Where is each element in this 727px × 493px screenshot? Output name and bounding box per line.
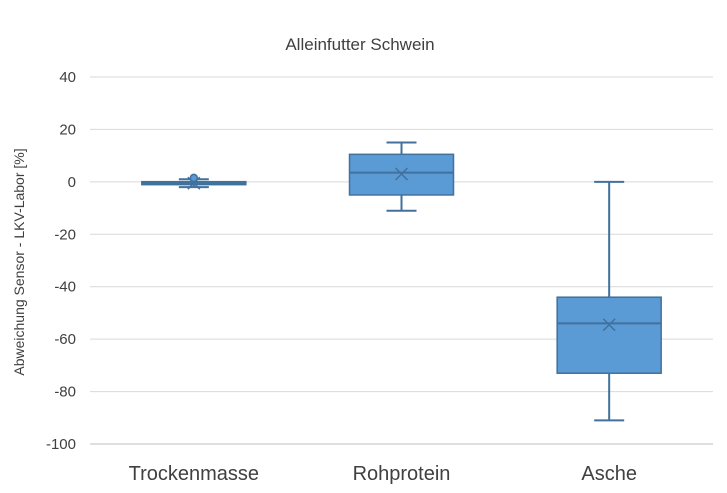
x-tick-label: Asche bbox=[581, 463, 637, 485]
y-tick-label: -60 bbox=[54, 331, 76, 348]
y-tick-label: -40 bbox=[54, 279, 76, 296]
x-tick-label: Rohprotein bbox=[353, 463, 451, 485]
chart-title: Alleinfutter Schwein bbox=[285, 35, 434, 54]
outlier-point bbox=[189, 173, 199, 183]
gridlines bbox=[90, 76, 713, 445]
boxes bbox=[141, 141, 662, 422]
box-asche bbox=[556, 180, 662, 422]
x-tick-labels: Trockenmasse Rohprotein Asche bbox=[129, 463, 637, 485]
mean-marker bbox=[394, 167, 409, 181]
y-tick-label: 40 bbox=[59, 69, 76, 86]
x-tick-label: Trockenmasse bbox=[129, 463, 259, 485]
box-body bbox=[556, 296, 662, 374]
y-tick-label: -80 bbox=[54, 384, 76, 401]
box-rohprotein bbox=[348, 141, 455, 212]
mean-marker bbox=[602, 318, 616, 332]
box-trockenmasse bbox=[141, 173, 247, 190]
y-tick-label: -100 bbox=[46, 436, 76, 453]
y-tick-label: 20 bbox=[59, 121, 76, 138]
y-axis-label: Abweichung Sensor - LKV-Labor [%] bbox=[11, 148, 27, 375]
box-body bbox=[348, 153, 455, 196]
y-tick-labels: 40 20 0 -20 -40 -60 -80 -100 bbox=[46, 69, 76, 453]
y-tick-label: 0 bbox=[68, 174, 76, 191]
y-tick-label: -20 bbox=[54, 226, 76, 243]
